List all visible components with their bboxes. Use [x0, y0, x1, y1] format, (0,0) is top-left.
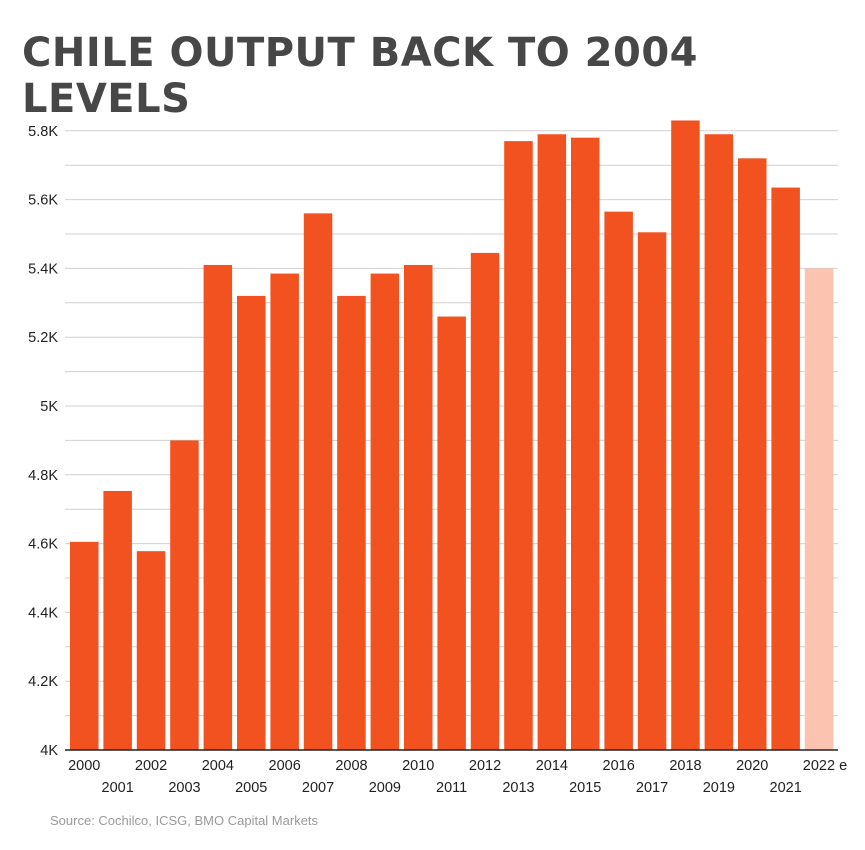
x-tick-label: 2021	[770, 780, 802, 796]
y-tick-label: 4.6K	[28, 537, 58, 553]
x-tick-label: 2018	[669, 758, 701, 774]
x-tick-label: 2011	[436, 780, 467, 796]
y-tick-label: 5K	[40, 399, 58, 415]
x-tick-label: 2004	[202, 758, 234, 774]
x-tick-label: 2003	[168, 780, 200, 796]
bar-2013	[504, 141, 533, 750]
bar-2018	[671, 120, 700, 751]
x-tick-label: 2015	[569, 780, 601, 796]
bar-2010	[404, 264, 433, 750]
bar-2004	[203, 264, 233, 750]
y-tick-label: 4.4K	[28, 605, 58, 621]
bar-2003	[170, 440, 199, 750]
bar-2017	[637, 232, 667, 750]
x-tick-label: 2000	[68, 758, 100, 774]
x-tick-label: 2002	[135, 758, 167, 774]
x-tick-label: 2001	[102, 780, 134, 796]
y-tick-label: 4K	[40, 743, 58, 759]
x-tick-label: 2006	[269, 758, 301, 774]
bar-2008	[337, 295, 366, 750]
x-tick-label: 2009	[369, 780, 401, 796]
bar-2001	[103, 490, 132, 750]
bar-2002	[136, 551, 166, 750]
y-tick-label: 5.2K	[28, 330, 58, 346]
y-tick-label: 5.8K	[28, 124, 58, 140]
x-tick-label: 2016	[603, 758, 635, 774]
y-tick-label: 5.4K	[28, 261, 58, 277]
bar-2000	[70, 541, 99, 750]
x-tick-label: 2014	[536, 758, 568, 774]
bar-2007	[303, 213, 333, 751]
bar-2006	[270, 273, 299, 750]
bar-2022e	[804, 268, 834, 750]
x-tick-label: 2012	[469, 758, 501, 774]
bar-2016	[604, 211, 633, 750]
x-tick-label: 2020	[736, 758, 768, 774]
bar-2019	[704, 134, 734, 751]
x-tick-label: 2005	[235, 780, 267, 796]
y-tick-label: 4.8K	[28, 468, 58, 484]
bar-2005	[237, 295, 266, 750]
bar-2015	[571, 137, 600, 750]
x-tick-label: 2019	[703, 780, 735, 796]
bar-2021	[771, 187, 800, 750]
bar-2020	[738, 158, 767, 750]
bar-2009	[370, 273, 400, 750]
x-tick-label: 2010	[402, 758, 434, 774]
bar-2014	[537, 134, 567, 751]
y-tick-label: 4.2K	[28, 674, 58, 690]
x-tick-label: 2008	[335, 758, 367, 774]
y-tick-label: 5.6K	[28, 193, 58, 209]
chart-title: CHILE OUTPUT BACK TO 2004 LEVELS	[22, 30, 698, 122]
x-tick-label: 2017	[636, 780, 668, 796]
x-tick-label: 2022 e	[803, 758, 847, 774]
bar-2012	[470, 252, 500, 751]
bar-2011	[437, 316, 466, 750]
source-note: Source: Cochilco, ICSG, BMO Capital Mark…	[50, 813, 319, 828]
x-tick-label: 2007	[302, 780, 334, 796]
x-tick-label: 2013	[502, 780, 534, 796]
